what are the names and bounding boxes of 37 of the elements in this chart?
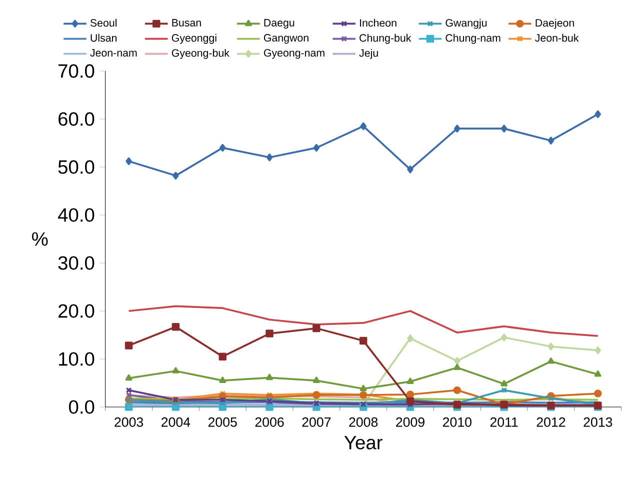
x-tick-label: 2011 <box>490 417 518 427</box>
x-tick-label: 2009 <box>396 417 424 427</box>
x-axis-title: Year <box>344 436 382 450</box>
legend-label: Gwangju <box>446 18 487 29</box>
legend-label: Jeon-buk <box>535 34 579 42</box>
y-tick-label: 70.0 <box>58 64 94 78</box>
x-tick-label: 2010 <box>442 417 472 427</box>
legend-label: Daegu <box>264 19 294 29</box>
legend-label: Seoul <box>90 18 117 27</box>
y-tick-label: 30.0 <box>58 256 94 270</box>
legend-label: Gyeonggi <box>172 34 216 44</box>
y-tick-label: 50.0 <box>58 160 94 174</box>
y-tick-label: 0.0 <box>69 400 94 414</box>
x-tick-label: 2003 <box>114 417 144 427</box>
x-tick-label: 2013 <box>584 417 612 427</box>
x-tick-label: 2008 <box>349 417 378 427</box>
y-tick-label: 40.0 <box>58 208 94 222</box>
x-tick-label: 2005 <box>208 417 237 427</box>
y-tick-label: 60.0 <box>58 112 94 126</box>
legend-label: Daejeon <box>536 18 574 29</box>
legend-label: Incheon <box>360 18 396 27</box>
legend-label: Ulsan <box>90 34 117 42</box>
legend-label: Chung-buk <box>360 34 412 44</box>
y-tick-label: 10.0 <box>59 352 94 366</box>
y-tick-label: 20.0 <box>58 304 94 318</box>
legend-label: Gangwon <box>264 34 308 44</box>
x-tick-label: 2007 <box>302 417 331 427</box>
legend-label: Jeju <box>359 48 378 59</box>
legend-label: Gyeong-nam <box>264 49 324 59</box>
x-tick-label: 2012 <box>536 417 566 427</box>
legend-label: Jeon-nam <box>90 49 137 57</box>
x-tick-label: 2006 <box>255 417 284 427</box>
x-tick-label: 2004 <box>162 417 190 427</box>
legend-label: Chung-nam <box>446 34 500 44</box>
legend-label: Busan <box>172 19 201 26</box>
legend-label: Gyeong-buk <box>172 48 230 59</box>
y-axis-title: % <box>32 232 48 246</box>
